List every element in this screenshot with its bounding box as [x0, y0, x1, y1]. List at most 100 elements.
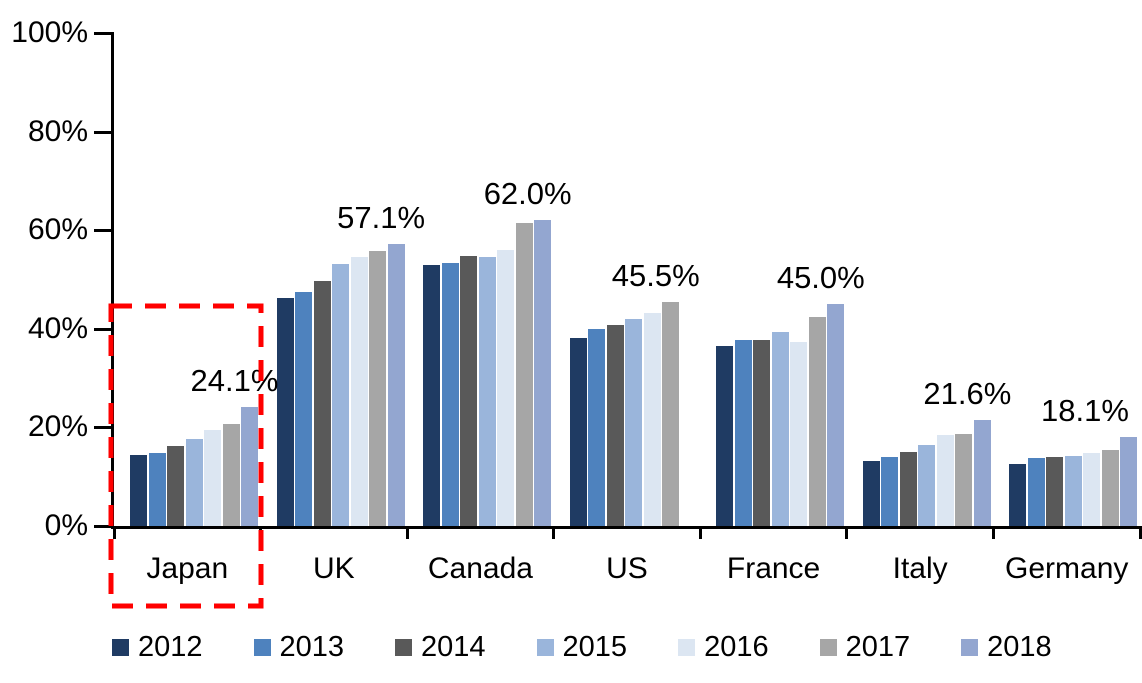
bar-us-2013: [588, 329, 606, 526]
bar-uk-2016: [350, 257, 368, 526]
bar-us-2012: [569, 337, 587, 526]
x-tick-mark: [1138, 526, 1142, 539]
bar-japan-2014: [167, 445, 184, 526]
y-tick-mark: [94, 327, 114, 331]
bar-uk-2015: [332, 264, 350, 526]
bar-japan-2013: [148, 453, 166, 526]
legend-swatch-2017: [819, 638, 837, 656]
bar-canada-2018: [534, 220, 552, 526]
x-axis-line: [111, 526, 1140, 529]
bar-germany-2013: [1027, 458, 1045, 526]
bar-france-2017: [808, 317, 826, 526]
legend-label: 2014: [421, 631, 486, 663]
bar-france-2015: [771, 332, 789, 526]
bar-uk-2018: [387, 244, 405, 526]
legend-label: 2013: [279, 631, 345, 663]
bar-france-2012: [716, 345, 734, 526]
legend-swatch-2013: [253, 638, 271, 656]
x-tick-mark: [698, 526, 702, 539]
legend-swatch-2012: [112, 638, 129, 656]
bar-canada-2012: [423, 265, 441, 526]
legend-item-2016: 2016: [678, 631, 769, 663]
bar-germany-2015: [1064, 455, 1082, 526]
category-label-germany: Germany: [1005, 552, 1129, 585]
bar-germany-2014: [1046, 456, 1064, 526]
bar-japan-2016: [204, 429, 221, 526]
y-tick-mark: [94, 426, 114, 430]
bar-italy-2012: [862, 460, 880, 526]
y-tick-mark: [94, 525, 114, 528]
bar-france-2016: [790, 342, 808, 526]
data-label-canada: 62.0%: [483, 176, 572, 212]
legend-item-2013: 2013: [253, 631, 345, 663]
bar-us-2016: [643, 312, 661, 526]
legend-swatch-2015: [536, 638, 554, 656]
bar-us-2014: [606, 324, 624, 526]
data-label-uk: 57.1%: [337, 200, 426, 236]
x-tick-mark: [259, 526, 263, 539]
x-tick-mark: [552, 526, 556, 539]
legend-swatch-2018: [961, 638, 979, 656]
bar-france-2014: [753, 340, 771, 526]
legend-item-2015: 2015: [536, 631, 628, 663]
legend-label: 2012: [138, 631, 203, 663]
bar-uk-2012: [276, 298, 294, 526]
bar-canada-2017: [515, 222, 533, 526]
data-label-japan: 24.1%: [190, 363, 279, 399]
bar-us-2017: [662, 301, 680, 526]
y-tick-mark: [94, 130, 114, 134]
y-axis-tick-label: 40%: [27, 311, 88, 345]
bar-italy-2013: [881, 457, 899, 526]
bar-japan-2015: [185, 438, 203, 526]
bar-canada-2016: [497, 249, 515, 526]
bar-germany-2018: [1120, 436, 1138, 526]
legend-item-2017: 2017: [819, 631, 911, 663]
legend-item-2012: 2012: [112, 631, 203, 663]
y-axis-tick-label: 0%: [44, 509, 88, 542]
data-label-germany: 18.1%: [1041, 392, 1129, 428]
y-axis-tick-label: 20%: [27, 410, 88, 444]
bar-france-2013: [734, 339, 752, 526]
bar-italy-2017: [955, 433, 973, 526]
legend-label: 2017: [845, 631, 911, 663]
legend: 2012 2013 2014 2015 2016 2017 2018: [112, 631, 1052, 663]
x-tick-mark: [991, 526, 995, 539]
bar-italy-2015: [918, 444, 936, 526]
y-axis-tick-label: 100%: [11, 16, 88, 49]
data-label-italy: 21.6%: [923, 375, 1012, 411]
bar-italy-2014: [899, 452, 917, 526]
bar-italy-2018: [973, 419, 991, 526]
y-axis-line: [111, 33, 114, 529]
legend-item-2014: 2014: [395, 631, 486, 663]
bar-germany-2012: [1009, 463, 1027, 526]
category-label-france: France: [726, 552, 821, 585]
category-label-uk: UK: [313, 552, 355, 585]
category-label-japan: Japan: [146, 552, 229, 585]
legend-label: 2016: [704, 631, 769, 663]
y-tick-mark: [94, 229, 114, 233]
category-label-canada: Canada: [427, 552, 533, 585]
legend-item-2018: 2018: [961, 631, 1052, 663]
bar-japan-2012: [130, 454, 147, 526]
bar-canada-2013: [441, 263, 459, 526]
category-label-italy: Italy: [892, 552, 948, 585]
x-tick-mark: [112, 526, 116, 539]
bar-us-2015: [625, 318, 643, 526]
bar-uk-2017: [369, 251, 387, 526]
bar-uk-2014: [313, 280, 331, 526]
bar-france-2018: [827, 304, 845, 526]
bar-uk-2013: [295, 291, 313, 526]
legend-swatch-2016: [678, 638, 696, 656]
data-label-us: 45.5%: [611, 257, 700, 293]
x-tick-mark: [405, 526, 409, 539]
bar-italy-2016: [936, 434, 954, 526]
y-axis-tick-label: 80%: [27, 114, 88, 148]
category-label-us: US: [606, 552, 648, 585]
legend-swatch-2014: [395, 638, 413, 656]
bar-canada-2014: [460, 256, 478, 526]
x-tick-mark: [845, 526, 849, 539]
y-tick-mark: [94, 32, 114, 35]
legend-label: 2015: [562, 631, 628, 663]
data-label-france: 45.0%: [776, 260, 865, 296]
